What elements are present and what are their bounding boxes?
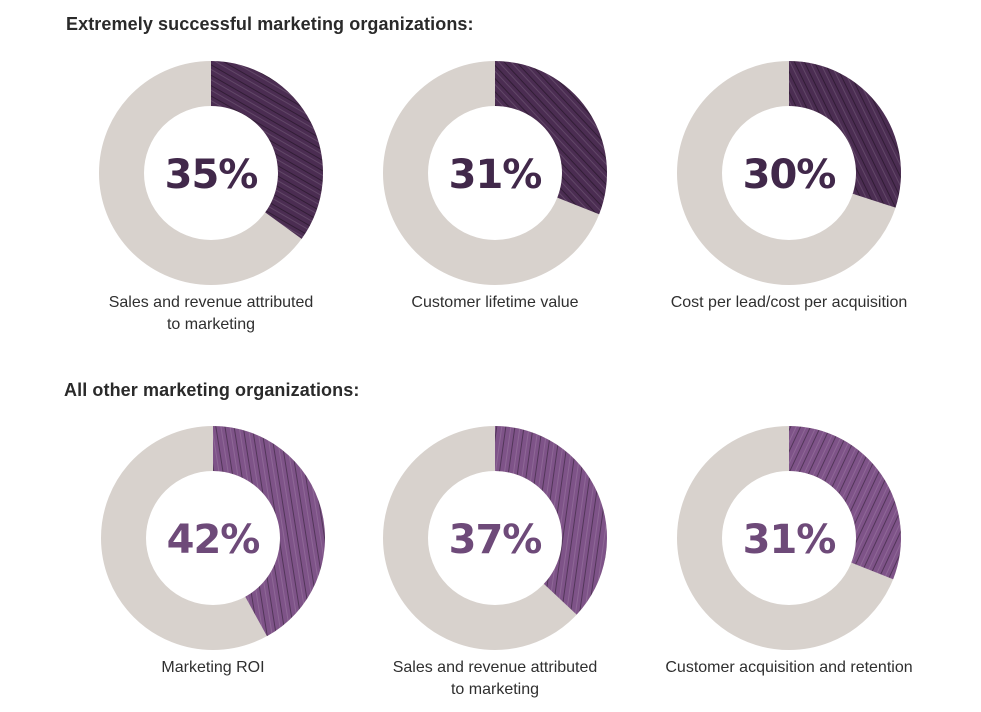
percentage-label: 37% [449,517,542,563]
chart-caption-line: Customer acquisition and retention [665,659,913,676]
donut-chart: 42% [99,424,327,652]
chart-caption: Customer acquisition and retention [639,657,939,679]
chart-caption: Sales and revenue attributed to marketing [61,292,361,336]
donut-svg: 31% [383,61,607,285]
chart-caption: Cost per lead/cost per acquisition [639,292,939,314]
chart-caption-line: Customer lifetime value [411,294,579,311]
chart-caption: Sales and revenue attributed to marketing [345,657,645,701]
chart-caption: Customer lifetime value [345,292,645,314]
donut-segment [789,61,901,208]
chart-caption-line: Marketing ROI [161,659,265,676]
donut-svg: 37% [383,426,607,650]
chart-caption-line: Cost per lead/cost per acquisition [670,294,908,311]
donut-chart: 35% [97,59,325,287]
donut-segment [213,426,325,637]
section-title-extremely-successful: Extremely successful marketing organizat… [66,14,474,34]
percentage-label: 31% [449,152,542,198]
donut-chart: 30% [675,59,903,287]
chart-caption-line: to marketing [450,681,540,698]
chart-caption-line: Sales and revenue attributed [108,294,314,311]
donut-svg: 30% [677,61,901,285]
donut-svg: 31% [677,426,901,650]
donut-svg: 35% [99,61,323,285]
section-title-all-other: All other marketing organizations: [64,380,360,400]
donut-segment [211,61,323,239]
donut-chart: 37% [381,424,609,652]
percentage-label: 42% [167,517,260,563]
chart-caption: Marketing ROI [63,657,363,679]
percentage-label: 31% [743,517,836,563]
donut-segment [495,426,607,615]
donut-chart: 31% [381,59,609,287]
donut-segment [495,61,607,215]
donut-segment [789,426,901,580]
percentage-label: 30% [743,152,836,198]
chart-caption-line: Sales and revenue attributed [392,659,598,676]
percentage-label: 35% [165,152,258,198]
donut-svg: 42% [101,426,325,650]
chart-caption-line: to marketing [166,316,256,333]
donut-chart: 31% [675,424,903,652]
